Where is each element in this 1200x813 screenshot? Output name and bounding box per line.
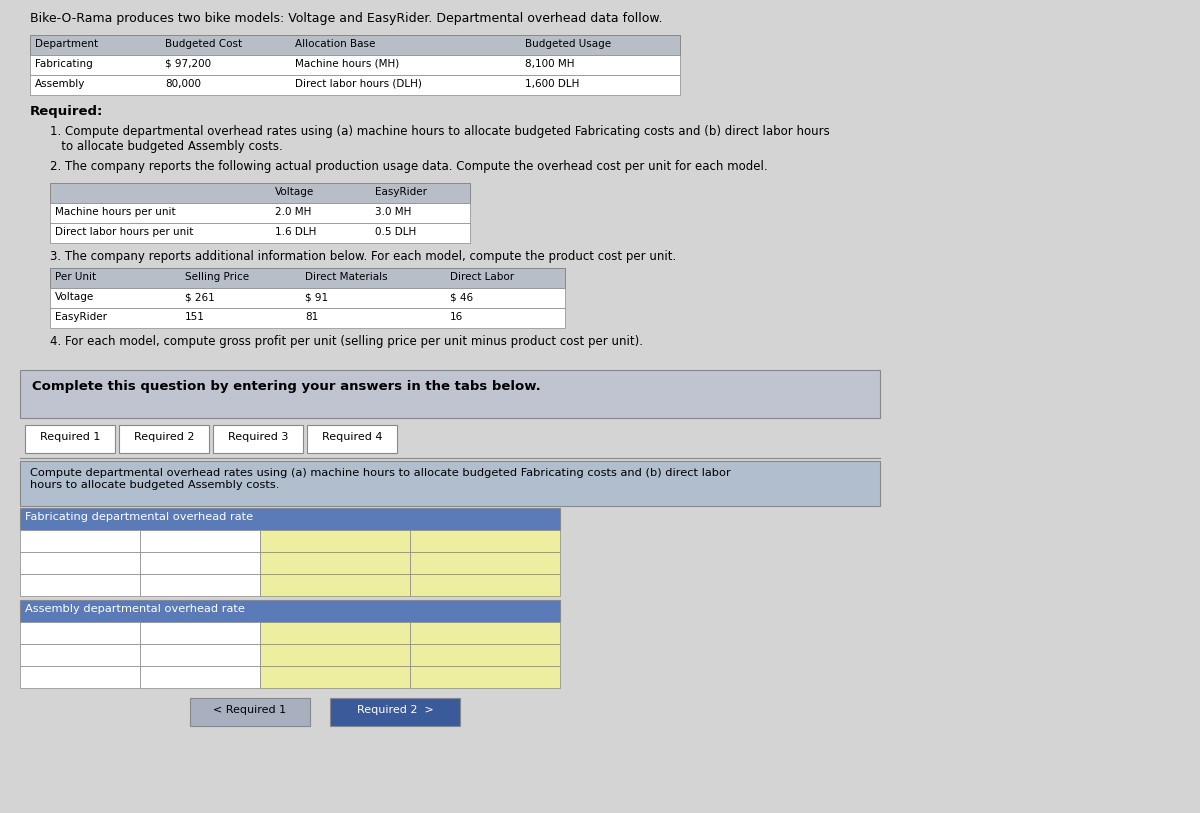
Text: 2.0 MH: 2.0 MH bbox=[275, 207, 311, 217]
Text: < Required 1: < Required 1 bbox=[214, 705, 287, 715]
Text: 0.5 DLH: 0.5 DLH bbox=[374, 227, 416, 237]
Bar bbox=[20, 600, 560, 622]
Text: Machine hours per unit: Machine hours per unit bbox=[55, 207, 175, 217]
Bar bbox=[410, 552, 560, 574]
Bar bbox=[25, 425, 115, 453]
Text: Budgeted Cost: Budgeted Cost bbox=[166, 39, 242, 49]
Text: Direct Labor: Direct Labor bbox=[450, 272, 514, 282]
Bar bbox=[50, 268, 565, 288]
Bar bbox=[30, 55, 680, 75]
Bar bbox=[20, 644, 140, 666]
Text: Complete this question by entering your answers in the tabs below.: Complete this question by entering your … bbox=[32, 380, 541, 393]
Bar bbox=[410, 644, 560, 666]
Text: Direct labor hours per unit: Direct labor hours per unit bbox=[55, 227, 193, 237]
Bar bbox=[20, 425, 880, 458]
Text: 16: 16 bbox=[450, 312, 463, 322]
Text: 8,100 MH: 8,100 MH bbox=[526, 59, 575, 69]
Bar bbox=[410, 622, 560, 644]
Text: EasyRider: EasyRider bbox=[55, 312, 107, 322]
Text: Required 2  >: Required 2 > bbox=[356, 705, 433, 715]
Bar bbox=[20, 552, 140, 574]
Bar bbox=[20, 622, 140, 644]
Text: Direct labor hours (DLH): Direct labor hours (DLH) bbox=[295, 79, 422, 89]
Bar bbox=[140, 552, 260, 574]
Bar bbox=[140, 530, 260, 552]
Text: Fabricating departmental overhead rate: Fabricating departmental overhead rate bbox=[25, 512, 253, 522]
Bar bbox=[190, 698, 310, 726]
Text: Assembly: Assembly bbox=[35, 79, 85, 89]
Bar bbox=[119, 425, 209, 453]
Text: Department: Department bbox=[35, 39, 98, 49]
Bar bbox=[20, 530, 140, 552]
Text: $ 97,200: $ 97,200 bbox=[166, 59, 211, 69]
Text: $ 46: $ 46 bbox=[450, 292, 473, 302]
Text: Required:: Required: bbox=[30, 105, 103, 118]
Text: Assembly departmental overhead rate: Assembly departmental overhead rate bbox=[25, 604, 245, 614]
Text: 3. The company reports additional information below. For each model, compute the: 3. The company reports additional inform… bbox=[50, 250, 677, 263]
Bar bbox=[50, 203, 470, 223]
Bar bbox=[410, 530, 560, 552]
Bar bbox=[50, 223, 470, 243]
Bar bbox=[330, 698, 460, 726]
Text: 81: 81 bbox=[305, 312, 318, 322]
Bar bbox=[50, 288, 565, 308]
Bar bbox=[140, 574, 260, 596]
Bar bbox=[214, 425, 302, 453]
Bar bbox=[260, 530, 410, 552]
Bar bbox=[20, 370, 880, 418]
Bar bbox=[50, 183, 470, 203]
Text: 1. Compute departmental overhead rates using (a) machine hours to allocate budge: 1. Compute departmental overhead rates u… bbox=[50, 125, 829, 153]
Bar bbox=[260, 644, 410, 666]
Bar bbox=[20, 574, 140, 596]
Text: Machine hours (MH): Machine hours (MH) bbox=[295, 59, 400, 69]
Text: Voltage: Voltage bbox=[275, 187, 314, 197]
Text: Direct Materials: Direct Materials bbox=[305, 272, 388, 282]
Text: Compute departmental overhead rates using (a) machine hours to allocate budgeted: Compute departmental overhead rates usin… bbox=[30, 468, 731, 489]
Text: Selling Price: Selling Price bbox=[185, 272, 250, 282]
Text: 4. For each model, compute gross profit per unit (selling price per unit minus p: 4. For each model, compute gross profit … bbox=[50, 335, 643, 348]
Text: Fabricating: Fabricating bbox=[35, 59, 92, 69]
Bar bbox=[140, 666, 260, 688]
Text: 151: 151 bbox=[185, 312, 205, 322]
Text: 1.6 DLH: 1.6 DLH bbox=[275, 227, 317, 237]
Bar bbox=[260, 666, 410, 688]
Bar bbox=[30, 35, 680, 55]
Bar bbox=[20, 666, 140, 688]
Bar bbox=[410, 666, 560, 688]
Text: Per Unit: Per Unit bbox=[55, 272, 96, 282]
Bar bbox=[410, 574, 560, 596]
Bar bbox=[20, 508, 560, 530]
Text: 2. The company reports the following actual production usage data. Compute the o: 2. The company reports the following act… bbox=[50, 160, 768, 173]
Text: 1,600 DLH: 1,600 DLH bbox=[526, 79, 580, 89]
Text: 3.0 MH: 3.0 MH bbox=[374, 207, 412, 217]
Text: Bike-O-Rama produces two bike models: Voltage and EasyRider. Departmental overhe: Bike-O-Rama produces two bike models: Vo… bbox=[30, 12, 662, 25]
Text: Required 4: Required 4 bbox=[322, 432, 383, 442]
Bar bbox=[50, 308, 565, 328]
Bar bbox=[260, 552, 410, 574]
Bar bbox=[307, 425, 397, 453]
Text: Required 1: Required 1 bbox=[40, 432, 100, 442]
Text: Budgeted Usage: Budgeted Usage bbox=[526, 39, 611, 49]
Bar bbox=[260, 622, 410, 644]
Text: Allocation Base: Allocation Base bbox=[295, 39, 376, 49]
Text: Required 2: Required 2 bbox=[133, 432, 194, 442]
Bar bbox=[20, 461, 880, 506]
Text: Voltage: Voltage bbox=[55, 292, 95, 302]
Bar bbox=[260, 574, 410, 596]
Text: EasyRider: EasyRider bbox=[374, 187, 427, 197]
Text: Required 3: Required 3 bbox=[228, 432, 288, 442]
Text: $ 91: $ 91 bbox=[305, 292, 328, 302]
Bar bbox=[140, 644, 260, 666]
Bar bbox=[30, 75, 680, 95]
Text: $ 261: $ 261 bbox=[185, 292, 215, 302]
Bar bbox=[140, 622, 260, 644]
Text: 80,000: 80,000 bbox=[166, 79, 202, 89]
